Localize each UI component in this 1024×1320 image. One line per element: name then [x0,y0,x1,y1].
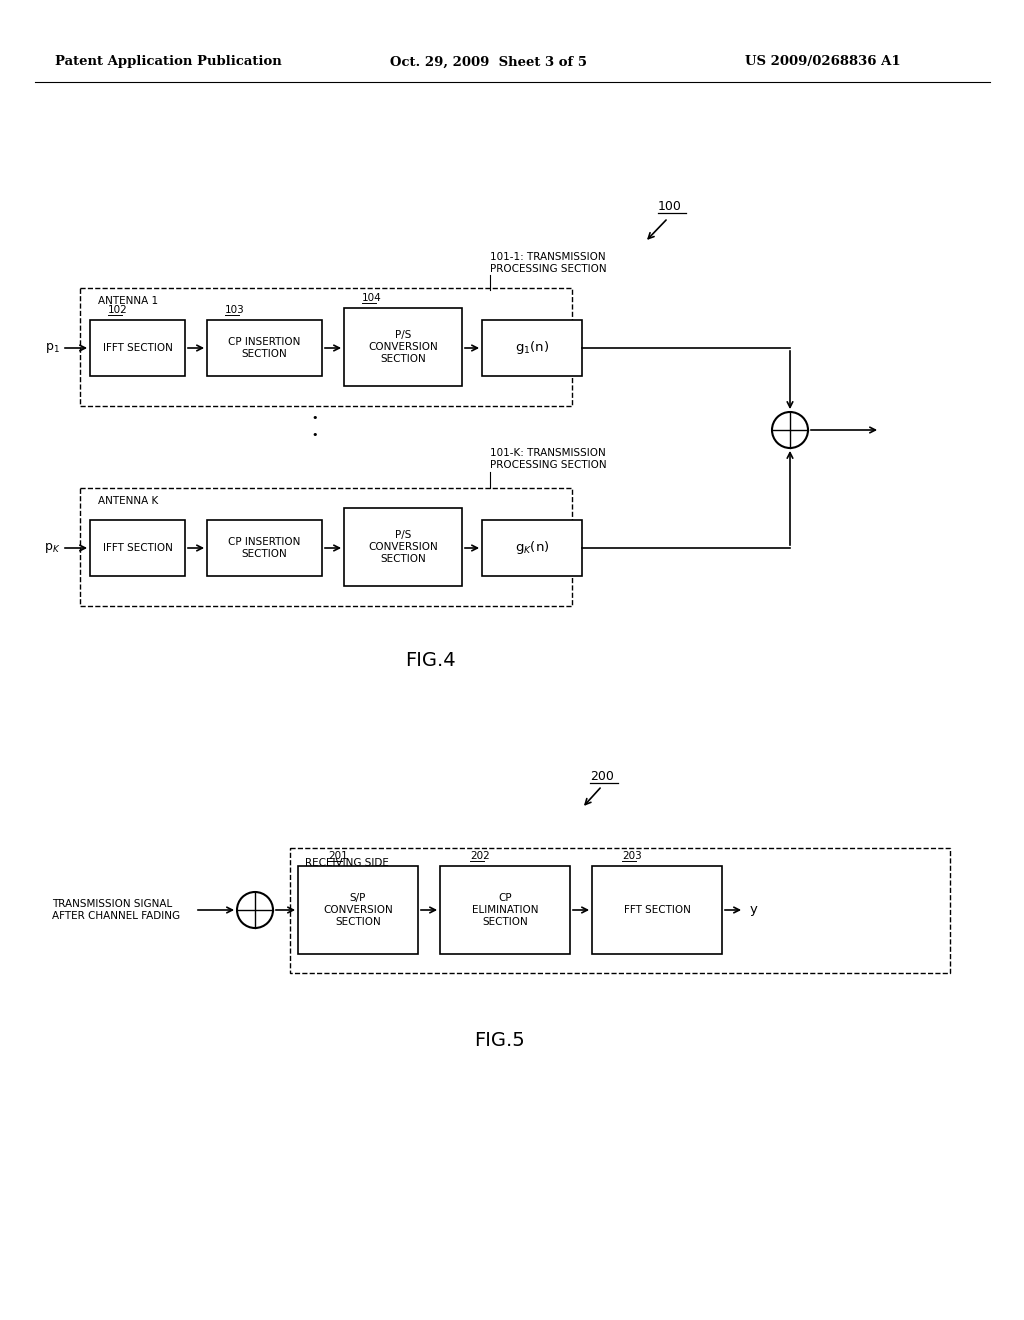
Bar [290,847,950,973]
Text: IFFT SECTION: IFFT SECTION [102,343,172,352]
Bar [482,319,582,376]
Text: Oct. 29, 2009  Sheet 3 of 5: Oct. 29, 2009 Sheet 3 of 5 [390,55,587,69]
Text: P/S
CONVERSION
SECTION: P/S CONVERSION SECTION [368,330,438,363]
Text: S/P
CONVERSION
SECTION: S/P CONVERSION SECTION [324,894,393,927]
Text: g$_1$(n): g$_1$(n) [515,339,549,356]
Bar [207,319,322,376]
Bar [344,308,462,385]
Text: CP INSERTION
SECTION: CP INSERTION SECTION [228,537,301,558]
Text: 104: 104 [362,293,382,304]
Text: Patent Application Publication: Patent Application Publication [55,55,282,69]
Bar [298,866,418,954]
Text: P/S
CONVERSION
SECTION: P/S CONVERSION SECTION [368,531,438,564]
Text: 200: 200 [590,770,613,783]
Text: RECEIVING SIDE: RECEIVING SIDE [305,858,389,869]
Text: FFT SECTION: FFT SECTION [624,906,690,915]
Bar [482,520,582,576]
Bar [440,866,570,954]
Text: 202: 202 [470,851,489,861]
Text: ANTENNA 1: ANTENNA 1 [98,296,158,306]
Text: 203: 203 [622,851,642,861]
Text: US 2009/0268836 A1: US 2009/0268836 A1 [745,55,901,69]
Text: 101-1: TRANSMISSION
PROCESSING SECTION: 101-1: TRANSMISSION PROCESSING SECTION [490,252,606,273]
Text: FIG.4: FIG.4 [404,651,456,669]
Text: y: y [750,903,758,916]
Bar [80,288,572,407]
Text: 100: 100 [658,201,682,213]
Text: 201: 201 [328,851,348,861]
Text: •: • [311,413,318,422]
Text: p$_K$: p$_K$ [44,541,60,554]
Bar [344,508,462,586]
Text: CP
ELIMINATION
SECTION: CP ELIMINATION SECTION [472,894,539,927]
Text: 101-K: TRANSMISSION
PROCESSING SECTION: 101-K: TRANSMISSION PROCESSING SECTION [490,447,606,470]
Text: TRANSMISSION SIGNAL
AFTER CHANNEL FADING: TRANSMISSION SIGNAL AFTER CHANNEL FADING [52,899,180,921]
Text: 103: 103 [225,305,245,315]
Text: ANTENNA K: ANTENNA K [98,496,159,506]
Bar [90,319,185,376]
Text: FIG.5: FIG.5 [475,1031,525,1049]
Text: IFFT SECTION: IFFT SECTION [102,543,172,553]
Text: 102: 102 [108,305,128,315]
Text: •: • [311,430,318,440]
Text: g$_K$(n): g$_K$(n) [515,540,549,557]
Text: CP INSERTION
SECTION: CP INSERTION SECTION [228,337,301,359]
Text: p$_1$: p$_1$ [45,341,60,355]
Bar [90,520,185,576]
Bar [80,488,572,606]
Bar [207,520,322,576]
Bar [592,866,722,954]
